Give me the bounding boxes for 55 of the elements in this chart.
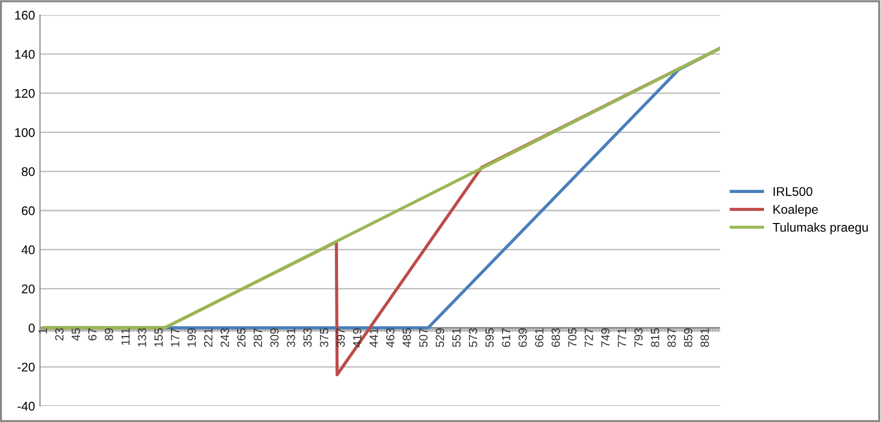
x-tick-label: 155: [154, 328, 163, 347]
x-tick-label: 551: [452, 328, 461, 348]
y-tick-label: 100: [15, 128, 35, 137]
x-tick-label: 441: [370, 328, 378, 348]
x-tick-label: 199: [188, 328, 196, 347]
x-tick-label: 331: [286, 328, 296, 348]
x-tick-label: 265: [237, 328, 246, 347]
x-tick-label: 727: [584, 328, 593, 347]
x-tick-label: 683: [552, 328, 560, 347]
x-tick-label: 661: [535, 328, 544, 347]
y-tick-label: -40: [18, 402, 35, 411]
y-tick-label: 60: [22, 206, 35, 216]
x-tick-label: 837: [667, 328, 676, 347]
x-tick-label: 617: [502, 328, 510, 347]
y-tick-label: 140: [15, 50, 35, 59]
x-tick-label: 111: [121, 328, 130, 345]
x-tick-label: 705: [568, 328, 576, 347]
x-tick-label: 463: [386, 328, 394, 348]
legend-label: Tulumaks praegu: [772, 222, 868, 234]
x-tick-label: 639: [518, 328, 527, 347]
x-tick-label: 67: [88, 328, 97, 340]
x-tick-label: 573: [468, 328, 478, 348]
x-tick-label: 309: [270, 328, 279, 348]
y-tick-label: 120: [15, 89, 35, 98]
y-tick-label: 40: [22, 245, 35, 254]
x-tick-label: 771: [618, 328, 626, 347]
x-tick-label: 507: [419, 328, 428, 348]
x-tick-label: 881: [700, 328, 709, 347]
y-tick-label: 80: [22, 167, 35, 176]
x-tick-label: 45: [72, 328, 80, 341]
x-tick-label: 859: [684, 328, 692, 347]
x-tick-label: 243: [220, 328, 229, 347]
x-tick-label: 1: [38, 328, 47, 334]
x-tick-label: 485: [402, 328, 411, 348]
legend-label: IRL500: [774, 187, 812, 196]
x-tick-label: 815: [650, 328, 660, 347]
x-tick-label: 595: [485, 328, 494, 348]
y-tick-label: 160: [15, 10, 35, 20]
x-tick-label: 221: [204, 328, 212, 347]
x-tick-label: 749: [601, 328, 610, 347]
y-tick-label: 0: [28, 324, 35, 332]
legend-label: Koalepe: [774, 204, 818, 216]
y-tick-label: 20: [22, 284, 35, 294]
x-tick-label: 353: [303, 328, 312, 348]
x-tick-label: 177: [171, 328, 180, 347]
x-tick-label: 397: [336, 328, 345, 348]
x-tick-label: 23: [55, 328, 64, 340]
x-tick-label: 793: [634, 328, 643, 347]
x-tick-label: 529: [436, 328, 444, 348]
x-tick-label: 287: [254, 328, 262, 347]
x-tick-label: 133: [138, 328, 146, 347]
x-tick-label: 89: [104, 328, 114, 340]
x-tick-label: 375: [320, 328, 328, 348]
y-tick-label: -20: [18, 362, 35, 372]
x-tick-label: 419: [352, 328, 362, 348]
